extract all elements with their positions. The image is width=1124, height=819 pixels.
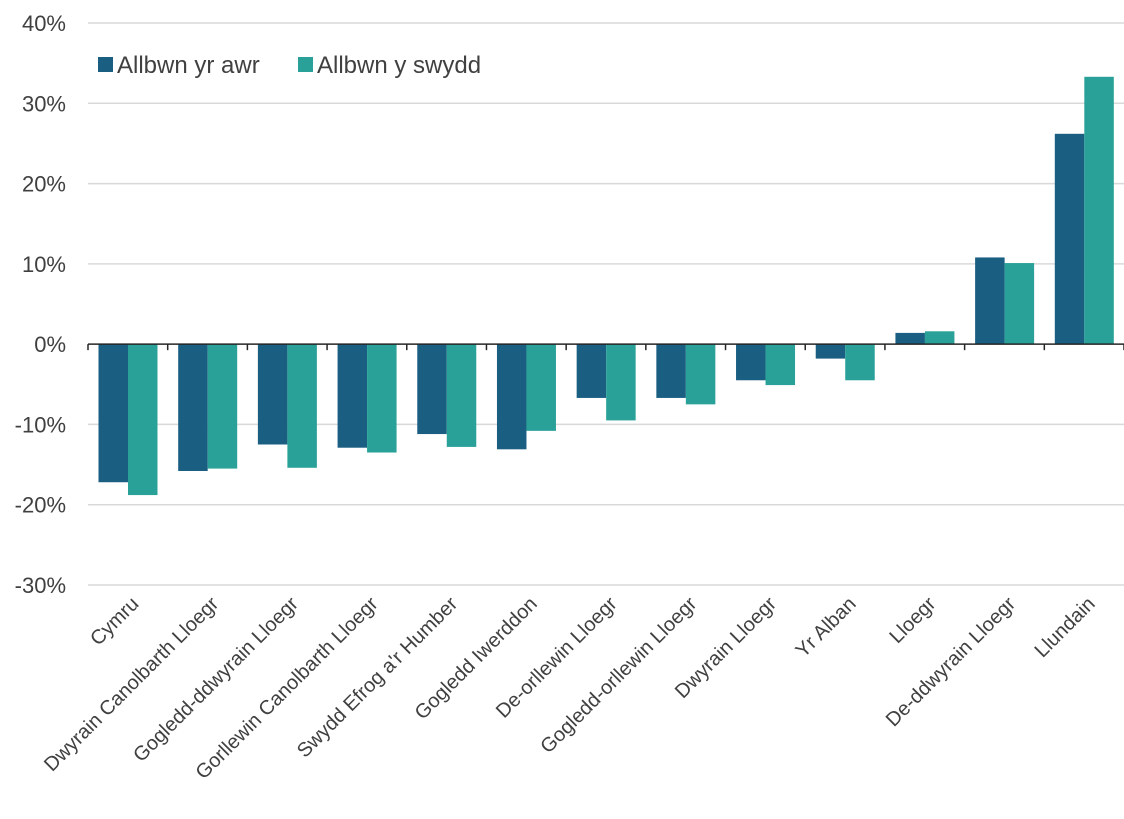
bar-allbwn-y-swydd	[128, 344, 158, 496]
y-tick-label: -20%	[15, 493, 66, 518]
y-tick-label: 20%	[22, 172, 66, 197]
x-category-label: Swydd Efrog a'r Humber	[293, 593, 462, 762]
x-category-label: Lloegr	[885, 593, 940, 648]
y-tick-label: 0%	[34, 332, 66, 357]
bar-allbwn-y-swydd	[526, 344, 556, 431]
bars	[98, 76, 1114, 496]
bar-allbwn-y-swydd	[1084, 76, 1114, 345]
x-axis	[87, 343, 1124, 351]
bar-allbwn-yr-awr	[257, 344, 288, 445]
y-tick-label: -10%	[15, 412, 66, 437]
bar-allbwn-yr-awr	[417, 344, 447, 435]
y-tick-label: 40%	[22, 11, 66, 36]
bar-allbwn-y-swydd	[924, 331, 955, 345]
bar-allbwn-yr-awr	[496, 344, 527, 450]
bar-allbwn-yr-awr	[337, 344, 368, 448]
bar-allbwn-yr-awr	[576, 344, 607, 398]
y-tick-label: 10%	[22, 252, 66, 277]
y-tick-label: -30%	[15, 573, 66, 598]
y-tick-label: 30%	[22, 91, 66, 116]
x-category-label: De-ddwyrain Lloegr	[882, 593, 1020, 731]
legend-label: Allbwn y swydd	[317, 52, 481, 79]
bar-allbwn-y-swydd	[685, 344, 716, 405]
y-axis-tick-labels: 40% 30% 20% 10% 0% -10% -20% -30%	[15, 11, 66, 598]
x-category-label: Llundain	[1031, 593, 1100, 662]
bar-allbwn-yr-awr	[656, 344, 686, 398]
bar-allbwn-y-swydd	[207, 344, 238, 469]
bar-allbwn-y-swydd	[606, 344, 636, 421]
bar-allbwn-yr-awr	[98, 344, 128, 483]
bar-allbwn-y-swydd	[765, 344, 796, 386]
x-category-label: Gogledd-ddwyrain Lloegr	[129, 593, 303, 767]
legend: Allbwn yr awr Allbwn y swydd	[98, 52, 481, 79]
bar-allbwn-y-swydd	[367, 344, 397, 453]
bar-allbwn-y-swydd	[845, 344, 875, 381]
bar-allbwn-yr-awr	[178, 344, 208, 471]
x-category-label: Cymru	[86, 593, 143, 650]
legend-swatch	[98, 57, 113, 72]
bar-allbwn-yr-awr	[1054, 133, 1085, 345]
bar-allbwn-y-swydd	[446, 344, 477, 447]
x-category-label: Gogledd-orllewin Lloegr	[536, 593, 701, 758]
bar-allbwn-yr-awr	[975, 257, 1005, 345]
bar-allbwn-y-swydd	[287, 344, 317, 468]
bar-allbwn-yr-awr	[895, 332, 925, 345]
x-category-label: Yr Alban	[792, 593, 861, 662]
bar-allbwn-y-swydd	[1004, 263, 1035, 345]
legend-label: Allbwn yr awr	[117, 52, 260, 79]
gridlines	[88, 22, 1124, 586]
legend-swatch	[298, 57, 313, 72]
bar-allbwn-yr-awr	[736, 344, 766, 381]
bar-allbwn-yr-awr	[815, 344, 846, 359]
